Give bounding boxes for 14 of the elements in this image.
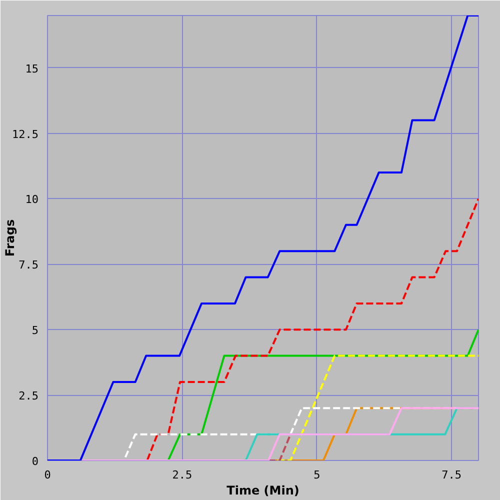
y-axis-title: Frags xyxy=(3,219,18,257)
y-tick-label: 2.5 xyxy=(18,390,39,403)
x-tick-label: 2.5 xyxy=(172,468,192,482)
line-series xyxy=(48,16,478,460)
y-tick-label: 7.5 xyxy=(18,258,39,272)
x-tick-label: 7.5 xyxy=(442,468,462,482)
y-tick-label: 0 xyxy=(32,455,38,468)
x-axis-title: Time (Min) xyxy=(226,484,300,498)
x-tick-label: 5 xyxy=(314,468,320,482)
y-tick-label: 10 xyxy=(25,193,39,206)
y-tick-label: 12.5 xyxy=(12,128,39,141)
x-tick-label: 0 xyxy=(44,468,51,482)
y-tick-label: 15 xyxy=(25,62,39,76)
y-tick-label: 5 xyxy=(32,324,38,338)
